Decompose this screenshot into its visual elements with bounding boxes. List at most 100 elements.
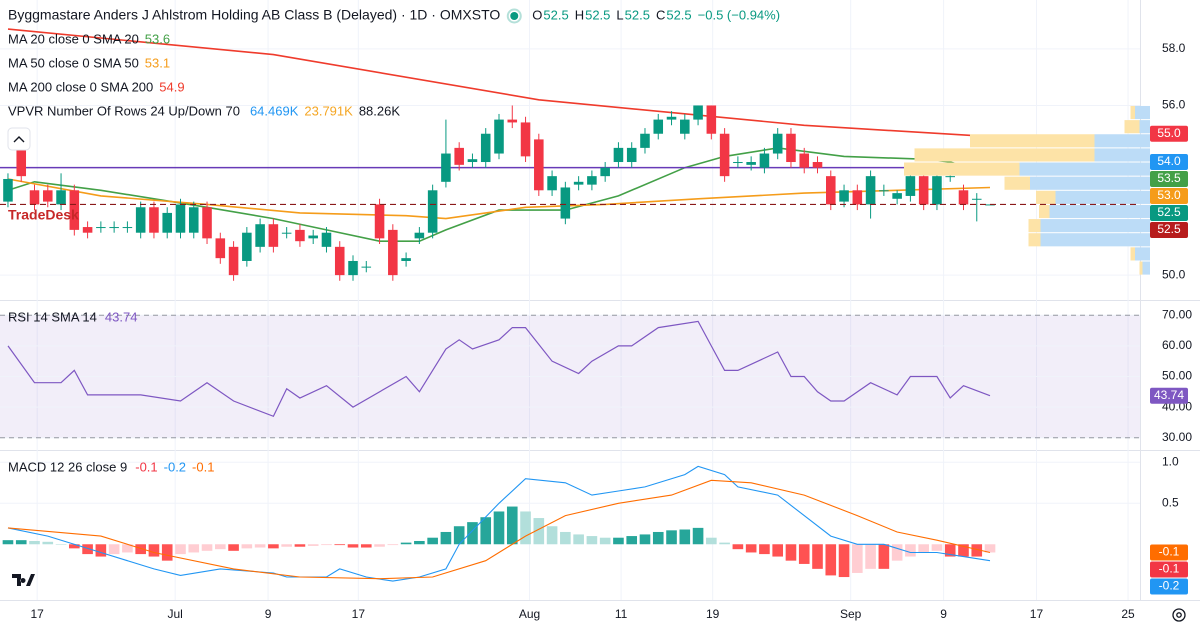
candle-body [573, 181, 584, 185]
candle-body [600, 167, 610, 177]
legend-value: 43.74 [105, 309, 138, 324]
ohlc-label: C [656, 7, 665, 22]
macd-histogram-bar [838, 544, 850, 578]
legend-value: 88.26K [359, 103, 401, 118]
x-tick-label: 25 [1121, 607, 1135, 621]
candle-body [29, 190, 40, 205]
y-tick-label: 56.0 [1162, 98, 1186, 112]
vpvr-up [1139, 120, 1150, 134]
overlay: 17 Jul 9 17 Aug 11 19 Sep 9 17 25 50.0 56.0 58.0 55.0 5… [8, 7, 1192, 621]
price-badge [1150, 578, 1188, 595]
candle-body [467, 159, 478, 163]
candle-body [640, 133, 650, 148]
vpvr-down [1028, 233, 1041, 247]
candle-body [759, 153, 770, 168]
rsi-line [7, 320, 991, 418]
x-tick-label: 9 [940, 607, 947, 621]
macd-histogram-bar [506, 506, 518, 545]
price-badge [1150, 222, 1188, 239]
macd-histogram-bar [812, 544, 823, 569]
vpvr-up [1135, 247, 1150, 261]
vpvr-down [1130, 105, 1135, 120]
vpvr-down [1124, 120, 1140, 134]
candle-body [733, 162, 743, 164]
candle-body [414, 232, 425, 239]
macd-histogram-bar [878, 544, 890, 569]
x-tick-label: Aug [519, 607, 540, 621]
candle-body [321, 232, 332, 247]
legend-name: MA 20 close 0 SMA 20 [8, 31, 139, 46]
candle-body [587, 176, 597, 185]
macd-histogram-bar [533, 518, 545, 545]
macd-histogram-bar [931, 544, 943, 551]
macd-histogram-bar [374, 544, 385, 547]
y-tick-label: 50.00 [1162, 369, 1192, 383]
macd-histogram-bar [55, 544, 67, 545]
x-tick-label: 9 [265, 607, 272, 621]
macd-histogram-bar [599, 537, 611, 545]
x-tick-label: 17 [352, 607, 366, 621]
x-tick-label: 19 [706, 607, 720, 621]
macd-histogram-bar [772, 544, 784, 557]
candle-body [706, 105, 717, 134]
vpvr-up [1135, 105, 1150, 120]
candle-body [16, 136, 27, 177]
macd-histogram-bar [307, 544, 319, 546]
macd-histogram-bar [825, 544, 837, 576]
macd-histogram-bar [891, 544, 903, 561]
vpvr-down [970, 134, 1095, 148]
macd-histogram-bar [958, 544, 969, 557]
candle-body [494, 119, 504, 154]
candle-body [388, 229, 398, 276]
macd-histogram-bar [573, 534, 584, 545]
candle-body [162, 212, 172, 233]
candle-body [401, 258, 411, 261]
macd-histogram-bar [95, 544, 107, 557]
candle-body [666, 116, 677, 120]
price-badge-label: -0.1 [1159, 562, 1180, 576]
collapse-button[interactable] [7, 127, 31, 151]
price-badge-label: 43.74 [1154, 388, 1184, 402]
candle-body [507, 119, 518, 123]
vpvr-down [914, 148, 1095, 162]
candle-body [547, 176, 557, 191]
candle-body [680, 119, 690, 134]
macd-histogram-bar [520, 511, 531, 545]
candle-body [427, 190, 438, 233]
macd-histogram-bar [201, 544, 213, 551]
settings-icon[interactable] [1172, 608, 1186, 622]
y-tick-label: 58.0 [1162, 41, 1186, 55]
y-tick-label: 30.00 [1162, 430, 1192, 444]
macd-histogram-bar [652, 531, 664, 545]
candle-body [281, 232, 292, 234]
legend-value: -0.1 [192, 459, 214, 474]
macd-histogram-bar [586, 536, 598, 545]
candle-body [295, 229, 305, 242]
macd-histogram-bar [666, 530, 677, 545]
price-badge-label: -0.2 [1159, 579, 1180, 593]
macd-histogram-bar [944, 544, 956, 557]
x-tick-label: Sep [840, 607, 862, 621]
vpvr-up [1094, 148, 1150, 162]
macd-histogram-bar [387, 544, 399, 546]
status-ring [506, 8, 522, 24]
grid [0, 0, 1140, 600]
macd-histogram-bar [281, 544, 292, 547]
macd-histogram-bar [214, 544, 226, 550]
ohlc-label: O [532, 7, 542, 22]
legend-value: 53.1 [145, 55, 170, 70]
candle-body [3, 178, 13, 202]
macd-histogram-bar [798, 544, 810, 564]
vpvr-up [1030, 176, 1150, 190]
macd-histogram-bar [268, 544, 279, 549]
y-tick-label: 1.0 [1162, 454, 1179, 468]
macd-histogram-bar [161, 544, 173, 561]
candle-body [228, 246, 239, 276]
macd-histogram-bar [626, 536, 638, 545]
candle-body [242, 232, 252, 261]
vpvr-up [1040, 233, 1150, 247]
legend-name: RSI 14 SMA 14 [8, 309, 97, 324]
candle-body [560, 187, 571, 219]
macd-histogram-bar [706, 537, 717, 545]
